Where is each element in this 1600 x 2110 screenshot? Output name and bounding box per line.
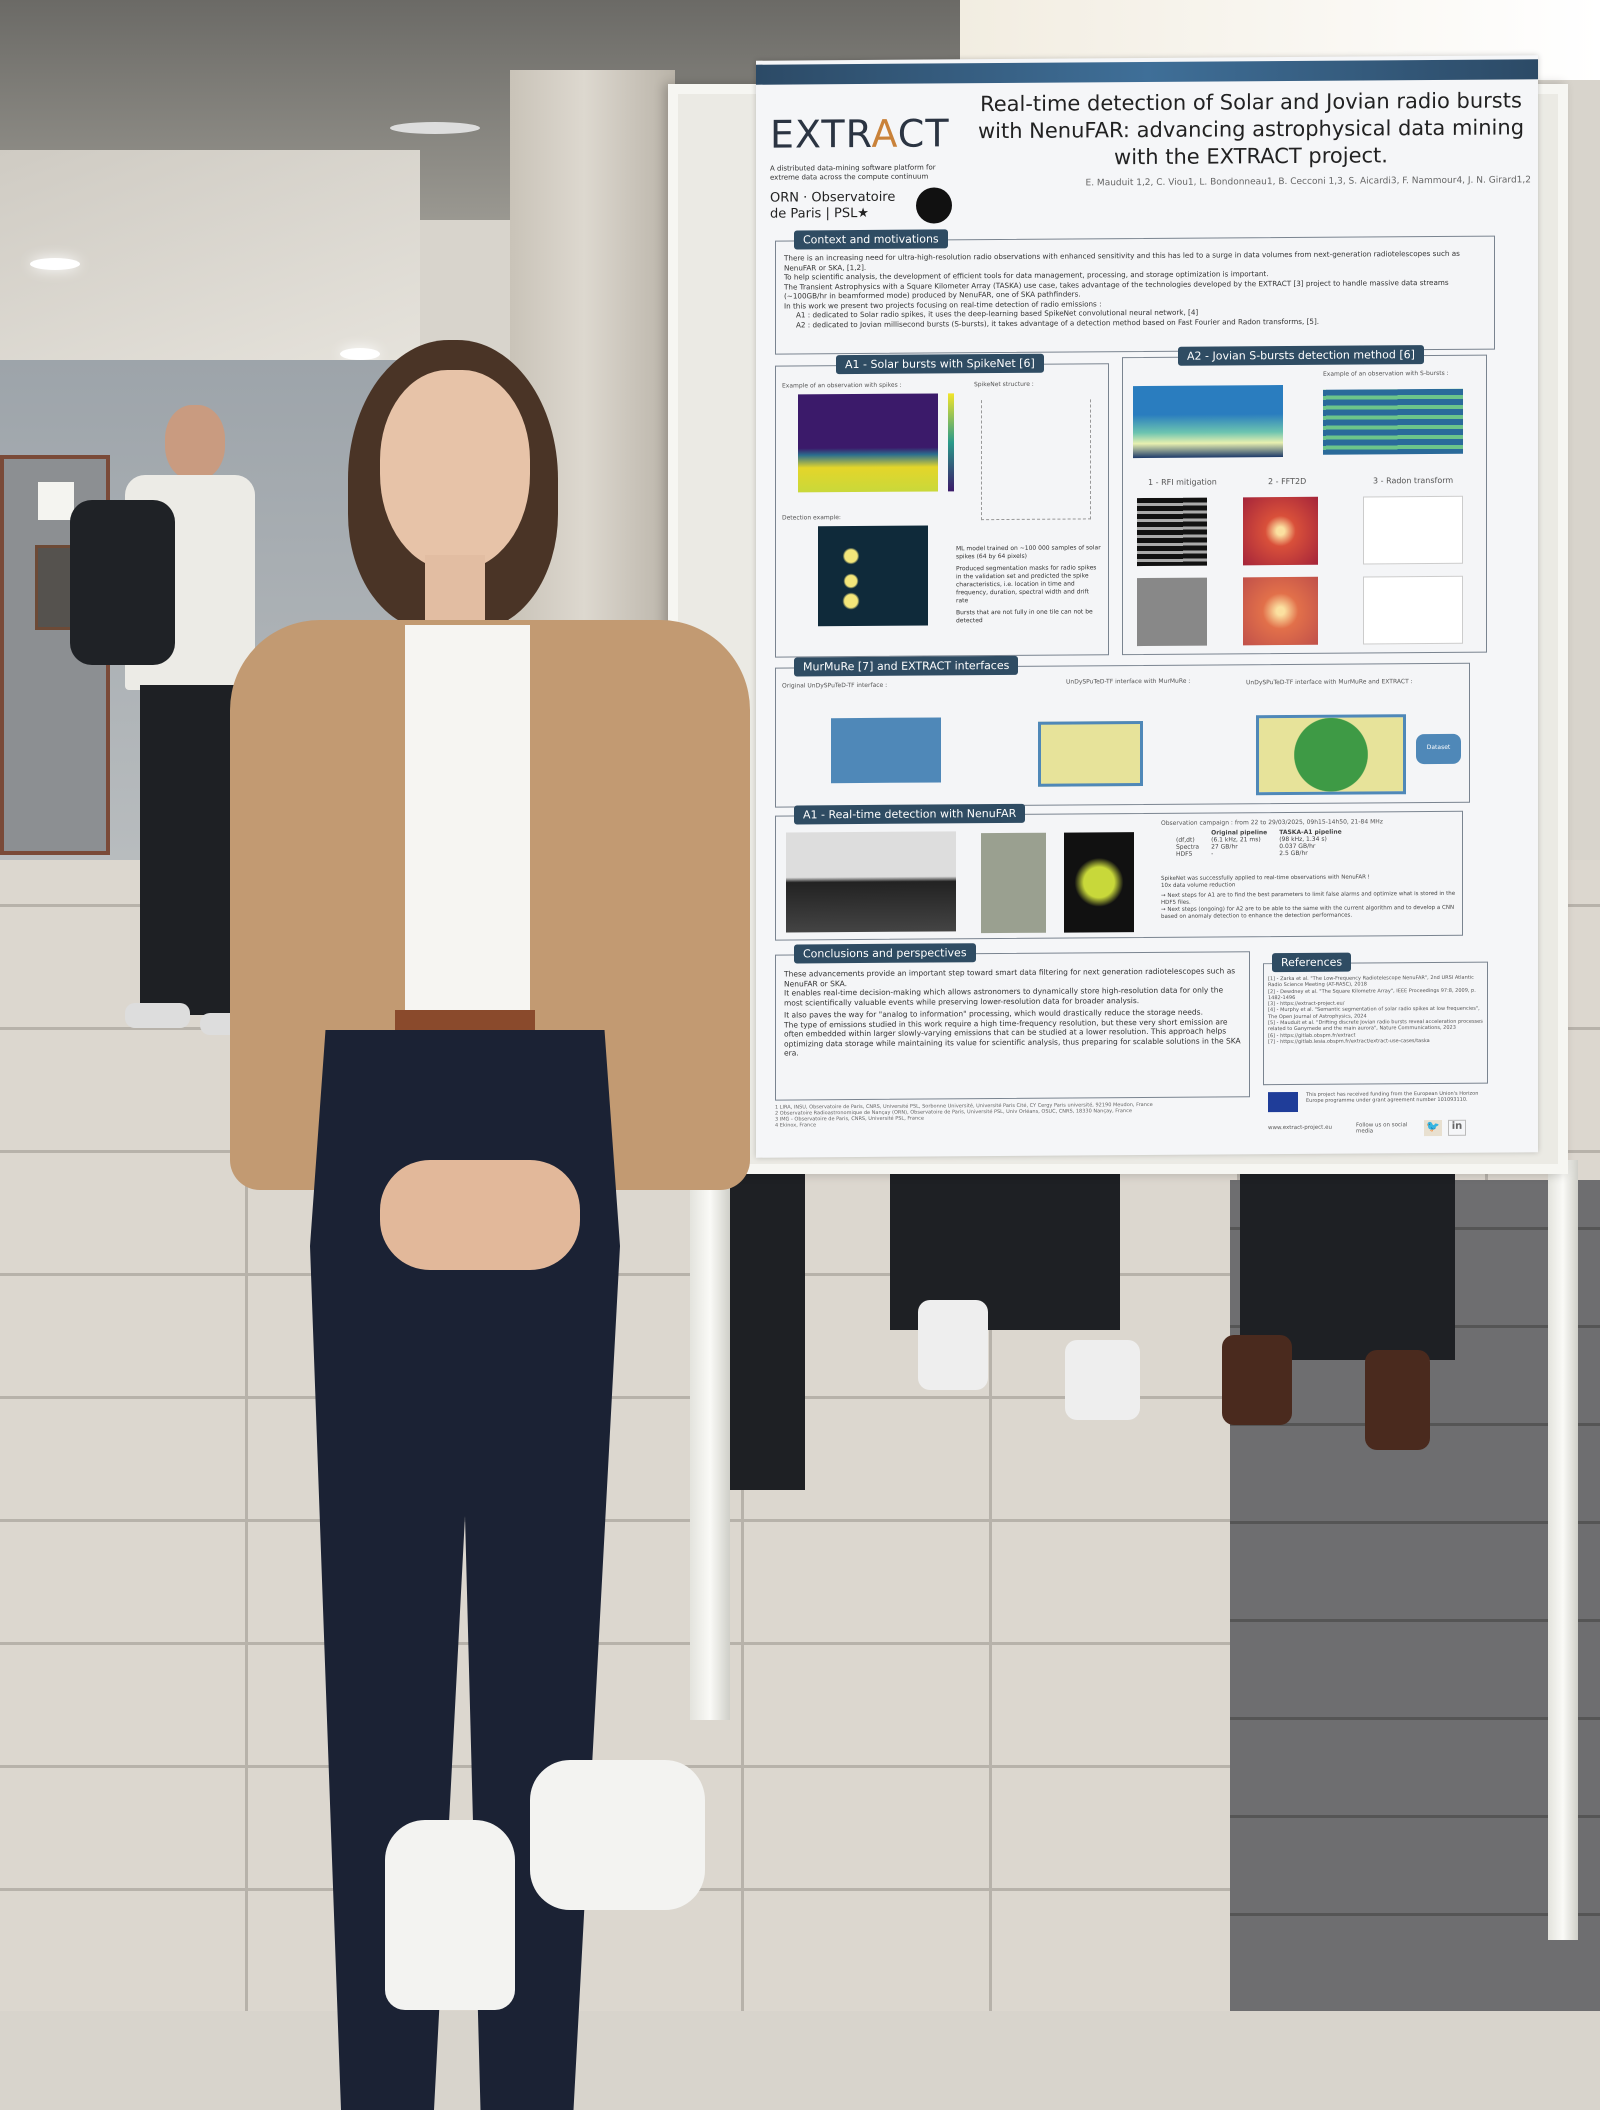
- step-label: 1 - RFI mitigation: [1148, 477, 1217, 487]
- affiliations: 1 LIRA, INSU, Observatoire de Paris, CNR…: [775, 1101, 1153, 1129]
- note: Produced segmentation masks for radio sp…: [956, 564, 1097, 605]
- step-label: 3 - Radon transform: [1373, 475, 1454, 486]
- interface-diagram: [831, 717, 941, 784]
- interface-diagram: [1256, 714, 1406, 796]
- section-heading: MurMuRe [7] and EXTRACT interfaces: [794, 655, 1019, 677]
- interface-diagram: [1038, 721, 1143, 787]
- t-shirt: [405, 625, 530, 1025]
- campaign: Observation campaign : from 22 to 29/03/…: [1161, 818, 1383, 827]
- a2-jovian-section: A2 - Jovian S-bursts detection method [6…: [1122, 345, 1487, 656]
- note: ML model trained on ~100 000 samples of …: [956, 544, 1101, 561]
- board-stand: [1548, 1160, 1578, 1940]
- background-person-legs: [1240, 1150, 1455, 1360]
- colorbar: [948, 393, 954, 492]
- left-sneaker: [385, 1820, 515, 2010]
- section-heading: References: [1272, 952, 1352, 973]
- spectrogram-image: [798, 393, 938, 493]
- twitter-icon[interactable]: 🐦: [1424, 1119, 1442, 1137]
- tagline: A distributed data-mining software platf…: [770, 163, 936, 182]
- rfi-image: [1137, 577, 1207, 647]
- shoe: [1222, 1335, 1292, 1425]
- fft-image: [1243, 496, 1318, 566]
- section-heading: A1 - Real-time detection with NenuFAR: [794, 803, 1026, 825]
- caption: UnDySPuTeD-TF interface with MurMuRe and…: [1246, 678, 1413, 687]
- sneaker: [1065, 1340, 1140, 1420]
- murmure-section: MurMuRe [7] and EXTRACT interfaces Origi…: [775, 655, 1470, 808]
- note: Bursts that are not fully in one tile ca…: [956, 608, 1093, 625]
- realtime-section: A1 - Real-time detection with NenuFAR Ob…: [775, 803, 1463, 941]
- poster: EXTRACT A distributed data-mining softwa…: [756, 55, 1538, 1158]
- a1-solar-section: A1 - Solar bursts with SpikeNet [6] Exam…: [775, 353, 1109, 658]
- detection-overlay: [981, 832, 1046, 934]
- door-sign: [38, 482, 74, 520]
- face: [380, 370, 530, 570]
- background-person-legs: [725, 1130, 805, 1490]
- caption: Example of an observation with S-bursts …: [1323, 369, 1449, 378]
- background-person: [70, 405, 270, 1055]
- s-burst-spectrogram: [1133, 385, 1283, 459]
- funding-note: This project has received funding from t…: [1306, 1090, 1479, 1104]
- shoe: [1365, 1350, 1430, 1450]
- references-section: References [1] - Zarka et al. "The Low-F…: [1263, 952, 1488, 1086]
- ceiling-light: [30, 258, 80, 270]
- eu-flag-icon: [1268, 1091, 1298, 1113]
- bullet: It enables real-time decision-making whi…: [784, 985, 1224, 1008]
- conclusions-section: Conclusions and perspectives These advan…: [775, 943, 1250, 1101]
- ceiling-light: [390, 122, 480, 134]
- spikenet-diagram: [981, 399, 1091, 521]
- section-heading: A2 - Jovian S-bursts detection method [6…: [1178, 345, 1424, 366]
- website-link[interactable]: www.extract-project.eu: [1268, 1124, 1332, 1132]
- caption: Example of an observation with spikes :: [782, 381, 902, 390]
- rfi-image: [1137, 497, 1207, 567]
- institution-logos: ORN · Observatoire de Paris | PSL★: [770, 189, 896, 222]
- section-heading: Conclusions and perspectives: [794, 943, 976, 964]
- board-stand: [690, 1160, 730, 1720]
- pipeline-table: Original pipeline TASKA-A1 pipeline (df,d…: [1176, 828, 1342, 858]
- caption: Original UnDySPuTeD-TF interface :: [782, 681, 888, 690]
- context-section: Context and motivations There is an incr…: [775, 229, 1495, 355]
- linkedin-icon[interactable]: in: [1448, 1119, 1466, 1136]
- fft-image: [1243, 576, 1318, 646]
- caption: SpikeNet structure :: [974, 380, 1034, 389]
- caption: UnDySPuTeD-TF interface with MurMuRe :: [1066, 677, 1191, 686]
- poster-title: Real-time detection of Solar and Jovian …: [977, 88, 1525, 170]
- reference-link[interactable]: [7] - https://gitlab.lesia.obspm.fr/extr…: [1268, 1037, 1430, 1046]
- hands: [380, 1160, 580, 1270]
- caption: Detection example:: [782, 514, 841, 522]
- detection-image: [818, 525, 928, 627]
- ceiling-light: [340, 348, 380, 360]
- follow-text: Follow us on social media: [1356, 1122, 1408, 1135]
- right-sneaker: [530, 1760, 705, 1910]
- poster-header-bar: [756, 59, 1538, 85]
- extract-logo: EXTRACT: [770, 111, 950, 157]
- s-burst-zoom: [1323, 388, 1463, 455]
- dataset-icon: Dataset: [1416, 733, 1461, 765]
- section-heading: Context and motivations: [794, 229, 948, 250]
- note: → Next steps (ongoing) for A2 are to be …: [1161, 904, 1455, 920]
- radon-plot: [1363, 575, 1463, 645]
- section-heading: A1 - Solar bursts with SpikeNet [6]: [836, 353, 1044, 375]
- reference: [5] - Mauduit et al. "Drifting discrete …: [1268, 1018, 1483, 1033]
- dynamic-spectrum: [786, 831, 956, 933]
- detection-mask: [1064, 832, 1134, 933]
- presenter: [230, 330, 770, 2110]
- poster-authors: E. Mauduit 1,2, C. Viou1, L. Bondonneau1…: [1085, 175, 1531, 189]
- step-label: 2 - FFT2D: [1268, 476, 1307, 487]
- taska-badge-logo: [916, 187, 952, 224]
- bullet: The type of emissions studied in this wo…: [784, 1016, 1241, 1058]
- note: 10x data volume reduction: [1161, 882, 1236, 889]
- sneaker: [918, 1300, 988, 1390]
- radon-plot: [1363, 495, 1463, 565]
